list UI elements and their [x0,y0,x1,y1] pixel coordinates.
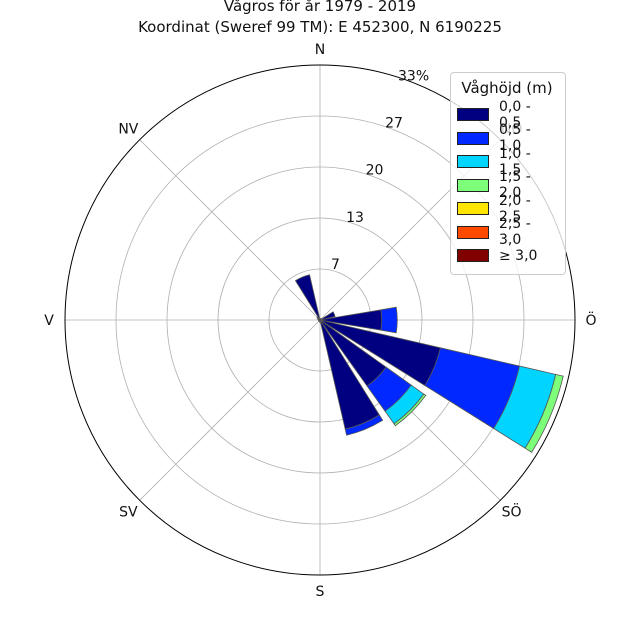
legend-swatch [457,202,489,216]
radial-tick-label: 13 [346,210,364,226]
legend-label: 0,5 - 1,0 [499,122,531,155]
chart-title: Vågros för år 1979 - 2019 [223,0,417,15]
rose-wedge [319,311,336,321]
legend-title: Våghöjd (m) [461,79,553,97]
direction-label: Ö [585,311,596,329]
rose-wedge [524,373,564,453]
legend-entry: 0,0 - 0,5 [457,99,557,131]
legend-label: 2,5 - 3,0 [499,216,531,249]
rose-wedge [294,274,321,321]
legend-entry: 0,5 - 1,0 [457,122,557,154]
legend-entry: 1,0 - 1,5 [457,146,557,178]
legend-entries: 0,0 - 0,5 0,5 - 1,0 1,0 - 1,5 1,5 - 2,0 2,0 … [457,99,557,268]
legend-label: ≥ 3,0 [499,247,538,264]
chart-subtitle: Koordinat (Sweref 99 TM): E 452300, N 61… [138,18,502,36]
legend-label: 2,0 - 2,5 [499,192,531,225]
grid-spoke [139,139,321,321]
legend-swatch [457,155,489,169]
legend-swatch [457,225,489,239]
direction-label: SÖ [502,503,522,521]
radial-tick-label: 27 [385,116,403,132]
legend-swatch [457,178,489,192]
legend-label: 1,5 - 2,0 [499,169,531,202]
rose-wedge [380,306,398,334]
direction-label: V [44,313,54,329]
radial-tick-label: 33% [398,68,429,84]
rose-wedge [393,393,427,427]
outer-frame [64,64,576,576]
legend-swatch [457,131,489,145]
legend-label: 0,0 - 0,5 [499,98,531,131]
legend-entry: ≥ 3,0 [457,244,557,268]
grid-spoke [139,319,321,501]
direction-label: NV [118,121,138,137]
legend-swatch [457,249,489,263]
legend-swatch [457,108,489,122]
radial-tick-label: 20 [366,163,384,179]
legend-entry: 1,5 - 2,0 [457,169,557,201]
radial-tick-label: 7 [331,257,340,273]
direction-label: N [315,42,325,58]
legend: Våghöjd (m) 0,0 - 0,5 0,5 - 1,0 1,0 - 1,5 1… [450,72,566,275]
legend-entry: 2,0 - 2,5 [457,193,557,225]
direction-label: SV [119,505,138,521]
direction-label: S [316,584,325,600]
legend-label: 1,0 - 1,5 [499,145,531,178]
legend-entry: 2,5 - 3,0 [457,216,557,248]
rose-wedge [344,414,384,436]
